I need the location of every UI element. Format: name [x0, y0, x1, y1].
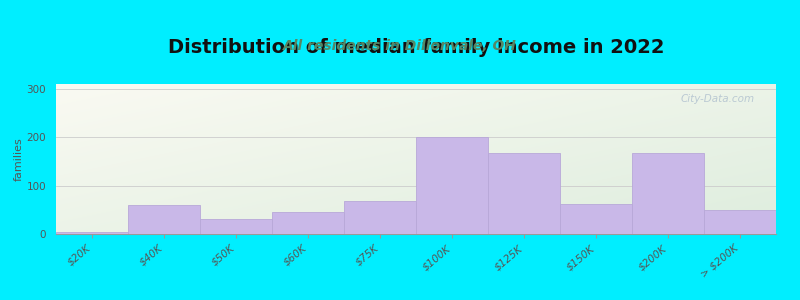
Bar — [56, 232, 128, 234]
Bar — [272, 212, 344, 234]
Bar — [416, 137, 488, 234]
Title: Distribution of median family income in 2022: Distribution of median family income in … — [168, 38, 664, 57]
Text: All residents in Dillonvale, OH: All residents in Dillonvale, OH — [283, 40, 517, 53]
Bar — [200, 220, 272, 234]
Bar — [344, 201, 416, 234]
Text: City-Data.com: City-Data.com — [680, 94, 754, 104]
Bar — [704, 210, 776, 234]
Bar — [560, 204, 632, 234]
Bar — [488, 153, 560, 234]
Bar — [632, 153, 704, 234]
Y-axis label: families: families — [14, 137, 24, 181]
Bar — [128, 205, 200, 234]
